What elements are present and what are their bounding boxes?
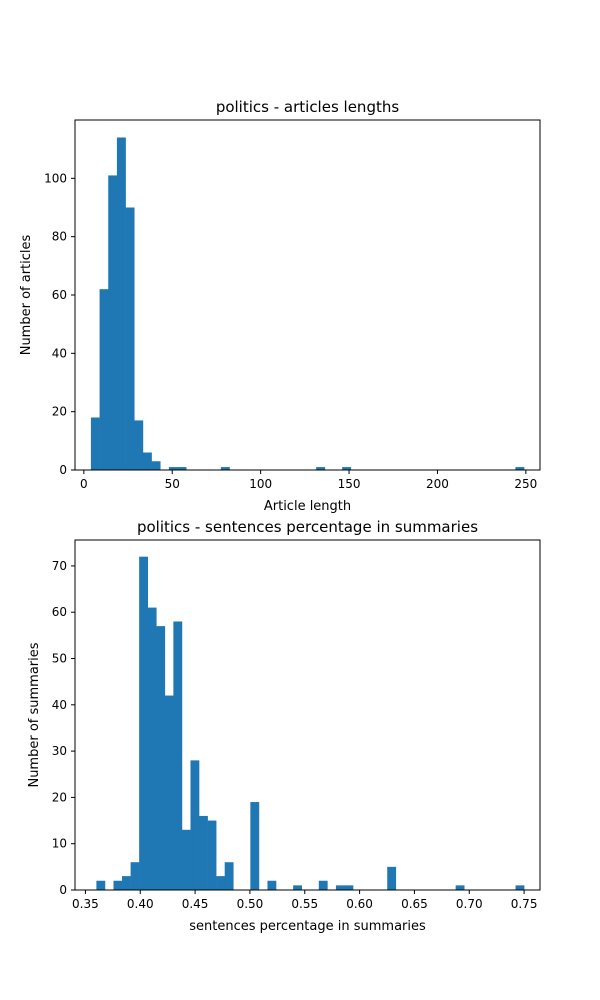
y-tick-label: 80	[52, 230, 67, 244]
x-tick-label: 0.65	[401, 897, 428, 911]
histogram-bar	[224, 862, 234, 890]
x-tick-label: 0.60	[346, 897, 373, 911]
plot-frame	[74, 119, 541, 471]
histogram-bar	[387, 866, 397, 890]
histogram-bar	[122, 876, 131, 890]
histogram-bar	[134, 420, 144, 470]
x-tick-label: 50	[165, 477, 180, 491]
x-ticks: 0 50 100 150 200 250	[80, 470, 537, 491]
histogram-bar	[139, 556, 149, 890]
y-tick-label: 10	[52, 837, 67, 851]
x-axis-label: sentences percentage in summaries	[189, 919, 426, 934]
histogram-bar	[316, 467, 326, 470]
histogram-bar	[90, 417, 100, 470]
histogram-bar	[142, 452, 152, 470]
y-tick-label: 60	[52, 605, 67, 619]
histogram-bar	[116, 137, 126, 470]
y-ticks: 0 10 20 30 40 50 60 70	[52, 559, 75, 897]
histogram-bar	[199, 815, 208, 890]
x-tick-label: 0.75	[511, 897, 538, 911]
histogram-bar	[99, 289, 109, 470]
x-tick-label: 0.40	[127, 897, 154, 911]
histogram-bar	[108, 175, 118, 471]
histogram-bar	[207, 820, 217, 890]
y-axis-label: Number of summaries	[27, 642, 42, 787]
histogram-bar	[96, 880, 106, 890]
chart-title: politics - sentences percentage in summa…	[137, 518, 478, 536]
histogram-bar	[190, 760, 200, 890]
x-tick-label: 0.45	[182, 897, 209, 911]
histogram-bar	[173, 621, 183, 890]
histogram-bar	[344, 885, 354, 890]
x-tick-label: 250	[514, 477, 537, 491]
histogram-bar	[177, 467, 187, 470]
y-tick-label: 20	[52, 405, 67, 419]
histogram-bar	[293, 885, 302, 890]
y-tick-label: 100	[44, 171, 67, 185]
y-tick-label: 40	[52, 698, 67, 712]
histogram-bar	[216, 876, 225, 890]
histogram-bar	[113, 880, 123, 890]
histogram-bar	[335, 885, 345, 890]
x-tick-label: 0.70	[456, 897, 483, 911]
histogram-bar	[318, 880, 328, 890]
histogram-bar	[156, 626, 166, 890]
y-tick-label: 0	[59, 463, 67, 477]
histogram-bar	[515, 467, 525, 470]
y-tick-label: 40	[52, 346, 67, 360]
histogram-bars	[90, 137, 525, 471]
y-ticks: 0 20 40 60 80 100	[44, 171, 75, 477]
x-tick-label: 0.55	[291, 897, 318, 911]
histogram-bar	[250, 802, 260, 890]
chart-title: politics - articles lengths	[216, 98, 400, 116]
histogram-bar	[455, 885, 465, 890]
histogram-bar	[147, 607, 157, 890]
histogram-bar	[168, 467, 178, 470]
x-tick-label: 0.35	[72, 897, 99, 911]
articles-length-chart: politics - articles lengths 0 50 100 150 200…	[19, 98, 541, 514]
histogram-bar	[151, 461, 161, 470]
y-tick-label: 20	[52, 790, 67, 804]
y-tick-label: 70	[52, 559, 67, 573]
histogram-bars	[96, 556, 525, 890]
plot-frame	[74, 539, 541, 891]
histogram-bar	[125, 207, 135, 470]
x-axis-label: Article length	[264, 499, 351, 514]
y-tick-label: 50	[52, 652, 67, 666]
histogram-bar	[130, 862, 140, 890]
histogram-bar	[267, 880, 277, 890]
x-ticks: 0.35 0.40 0.45 0.50 0.55 0.60 0.65 0.70 0.75	[72, 890, 537, 911]
y-tick-label: 60	[52, 288, 67, 302]
x-tick-label: 0.50	[237, 897, 264, 911]
histogram-bar	[342, 467, 352, 470]
histogram-bar	[164, 695, 174, 890]
histogram-bar	[181, 829, 191, 890]
y-tick-label: 30	[52, 744, 67, 758]
y-axis-label: Number of articles	[19, 234, 34, 355]
x-tick-label: 100	[249, 477, 272, 491]
x-tick-label: 0	[80, 477, 88, 491]
x-tick-label: 150	[338, 477, 361, 491]
histogram-bar	[515, 885, 525, 890]
sentences-percentage-chart: politics - sentences percentage in summa…	[27, 518, 541, 934]
x-tick-label: 200	[426, 477, 449, 491]
y-tick-label: 0	[59, 883, 67, 897]
histogram-bar	[220, 467, 230, 470]
